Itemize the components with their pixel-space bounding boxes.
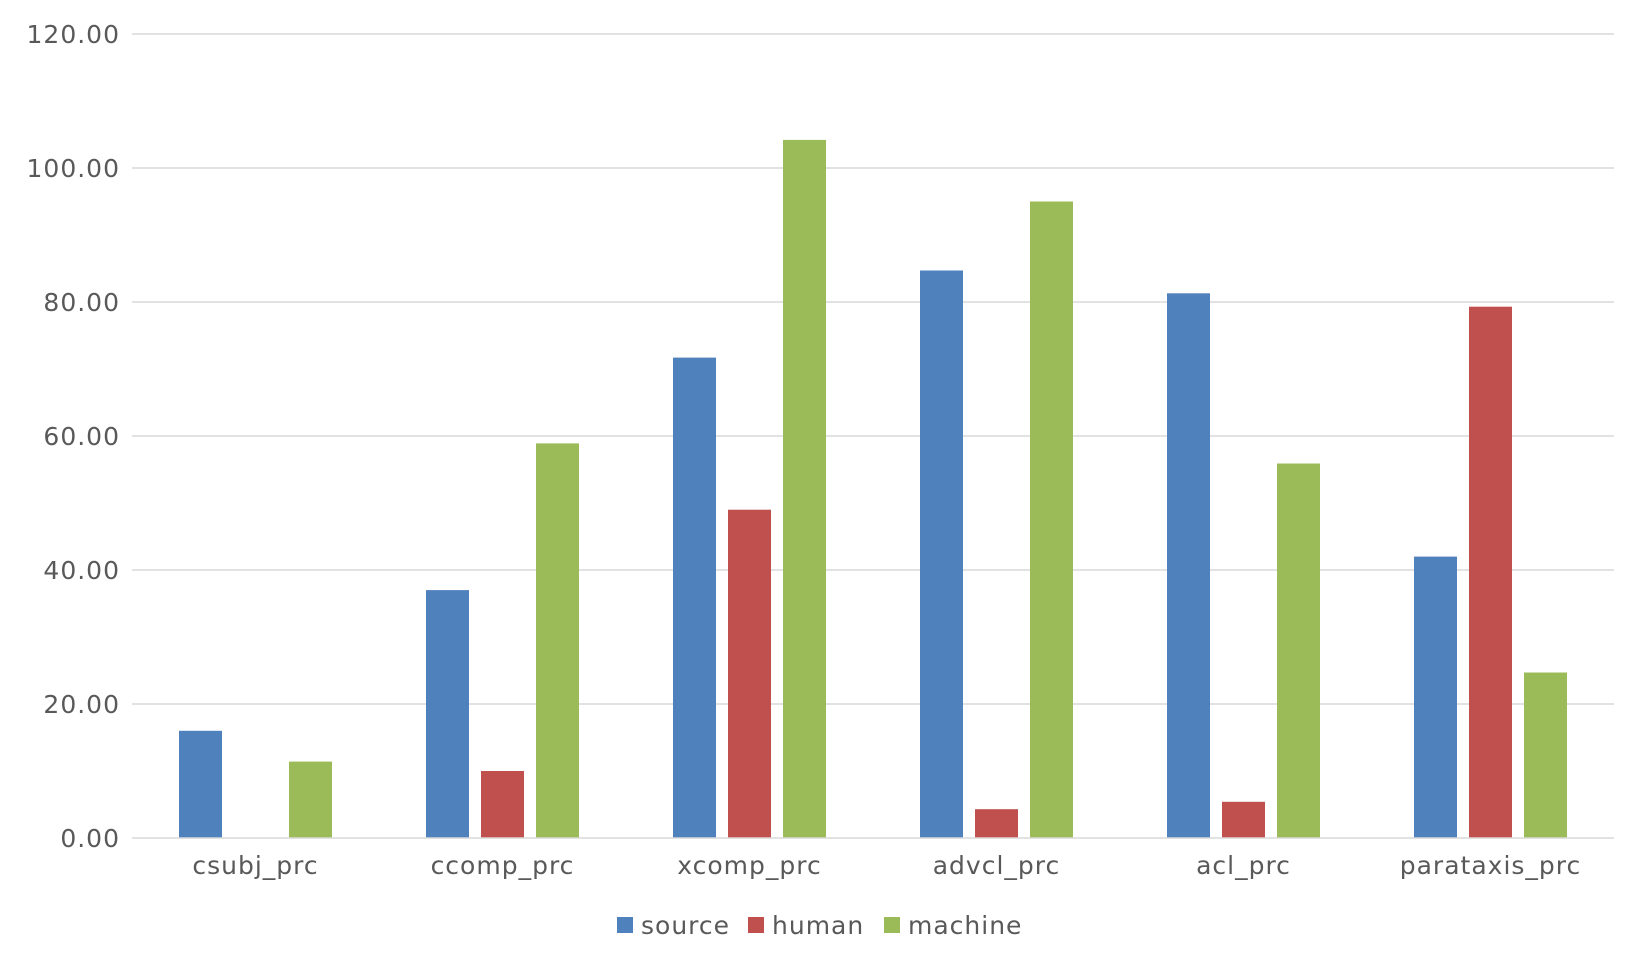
bar-source-ccomp_prc bbox=[426, 590, 469, 838]
bar-human-ccomp_prc bbox=[481, 771, 524, 838]
x-tick-label: advcl_prc bbox=[933, 851, 1061, 880]
y-tick-label: 100.00 bbox=[27, 154, 120, 183]
x-axis: csubj_prc ccomp_prc xcomp_prc advcl_prc acl_… bbox=[132, 837, 1614, 880]
bar-machine-csubj_prc bbox=[289, 761, 332, 838]
bar-source-xcomp_prc bbox=[673, 357, 716, 838]
y-axis-tick-labels: 0.00 20.00 40.00 60.00 80.00 100.00 120.00 bbox=[27, 20, 120, 853]
x-tick-label: parataxis_prc bbox=[1400, 851, 1582, 880]
gridlines bbox=[132, 33, 1614, 705]
y-tick-label: 60.00 bbox=[43, 422, 120, 451]
x-tick-label: acl_prc bbox=[1196, 851, 1291, 880]
bar-human-advcl_prc bbox=[975, 809, 1018, 838]
x-tick-label: ccomp_prc bbox=[431, 851, 575, 880]
bar-machine-parataxis_prc bbox=[1524, 672, 1567, 838]
bar-source-acl_prc bbox=[1167, 293, 1210, 838]
y-tick-label: 120.00 bbox=[27, 20, 120, 49]
bar-machine-xcomp_prc bbox=[783, 139, 826, 838]
y-tick-label: 0.00 bbox=[60, 824, 120, 853]
legend-swatch-machine bbox=[884, 917, 900, 933]
bar-machine-ccomp_prc bbox=[536, 443, 579, 838]
bars bbox=[179, 139, 1567, 838]
legend-swatch-source bbox=[617, 917, 633, 933]
legend-label-source: source bbox=[641, 911, 730, 940]
legend-label-human: human bbox=[772, 911, 864, 940]
x-tick-label: csubj_prc bbox=[192, 851, 318, 880]
legend: source human machine bbox=[617, 911, 1022, 940]
legend-label-machine: machine bbox=[908, 911, 1022, 940]
bar-human-xcomp_prc bbox=[728, 509, 771, 838]
y-tick-label: 20.00 bbox=[43, 690, 120, 719]
legend-swatch-human bbox=[748, 917, 764, 933]
bar-source-advcl_prc bbox=[920, 270, 963, 838]
bar-human-parataxis_prc bbox=[1469, 306, 1512, 838]
bar-machine-advcl_prc bbox=[1030, 201, 1073, 838]
bar-machine-acl_prc bbox=[1277, 463, 1320, 838]
y-tick-label: 40.00 bbox=[43, 556, 120, 585]
bar-source-parataxis_prc bbox=[1414, 556, 1457, 838]
bar-source-csubj_prc bbox=[179, 730, 222, 838]
x-tick-label: xcomp_prc bbox=[677, 851, 821, 880]
bar-human-acl_prc bbox=[1222, 801, 1265, 838]
y-tick-label: 80.00 bbox=[43, 288, 120, 317]
